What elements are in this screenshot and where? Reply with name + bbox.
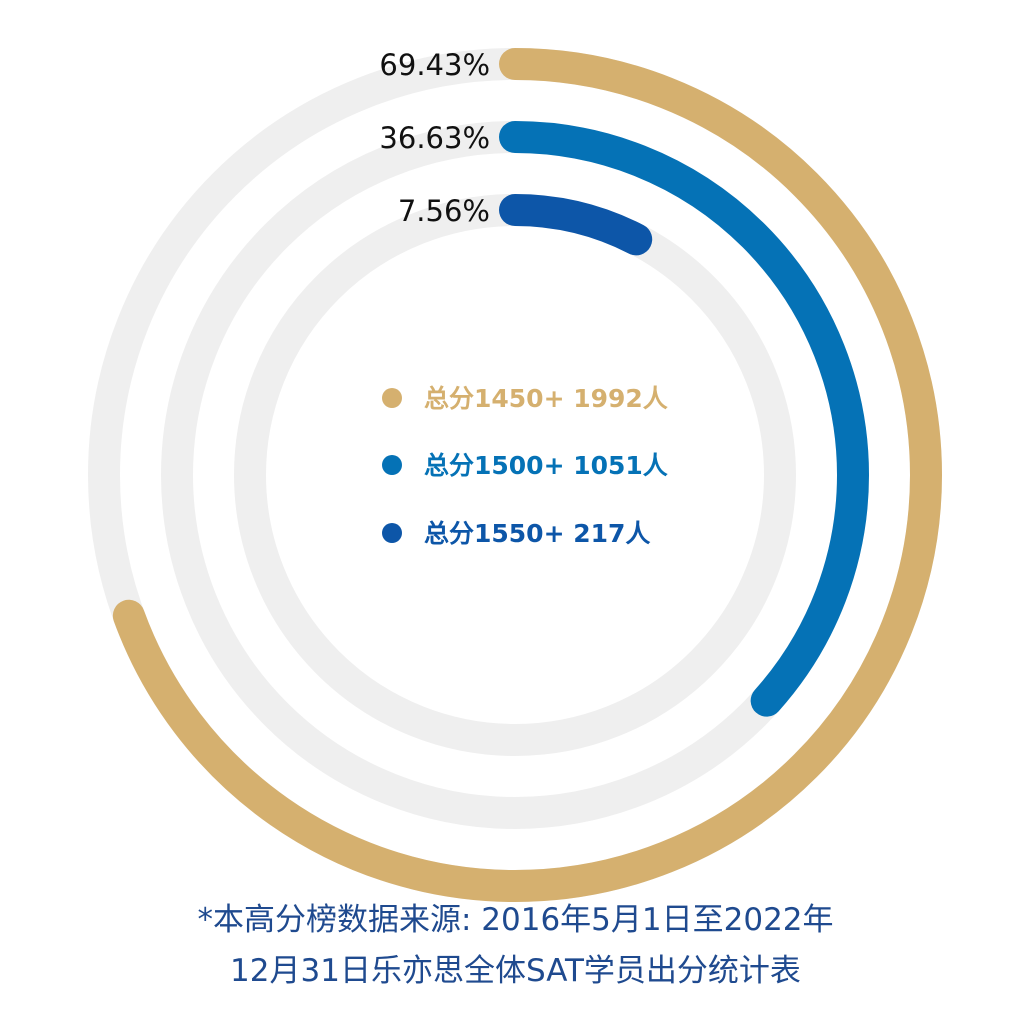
ring-bar-2 <box>161 121 869 829</box>
legend-dot-3 <box>382 523 402 543</box>
footnote-line-2: 12月31日乐亦思全体SAT学员出分统计表 <box>230 953 801 989</box>
legend-dot-2 <box>382 455 402 475</box>
ring-bar-1 <box>88 48 942 902</box>
legend-label-1: 总分1450+ 1992人 <box>424 384 668 413</box>
legend-label-2: 总分1500+ 1051人 <box>424 451 668 480</box>
legend-dot-1 <box>382 388 402 408</box>
percent-label-3: 7.56% <box>398 194 490 228</box>
footnote-line-1: *本高分榜数据来源: 2016年5月1日至2022年 <box>197 902 834 938</box>
percent-label-2: 36.63% <box>379 121 490 155</box>
percent-label-1: 69.43% <box>379 48 490 82</box>
legend-label-3: 总分1550+ 217人 <box>424 519 650 548</box>
ring-bar-3 <box>234 194 796 756</box>
